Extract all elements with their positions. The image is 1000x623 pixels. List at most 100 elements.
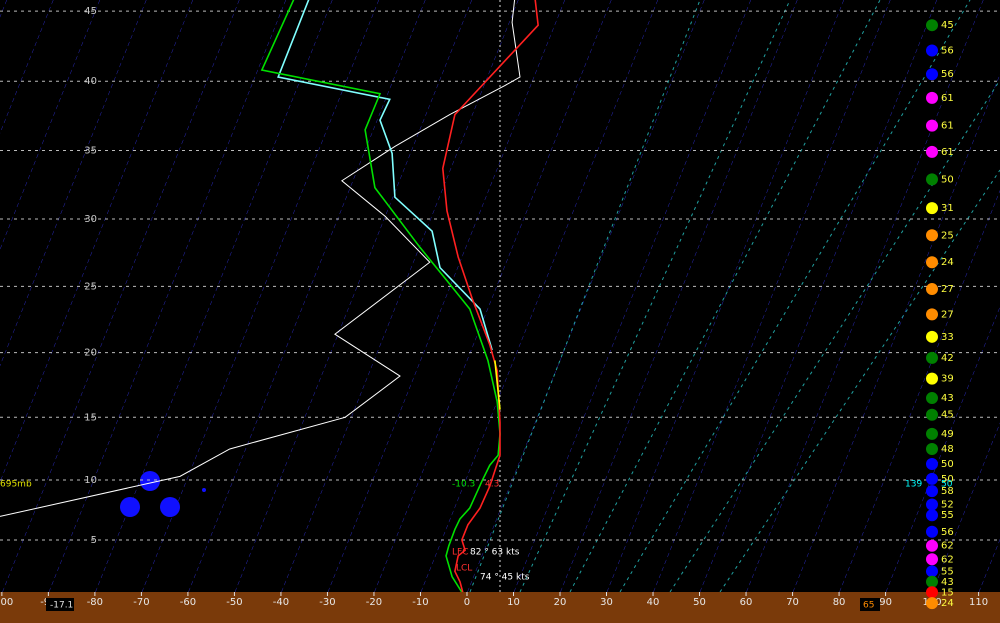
marker: [160, 497, 180, 517]
marker: [202, 488, 206, 492]
wind-dot: [926, 44, 938, 57]
wind-speed: 61: [941, 93, 954, 104]
x-tick-label: 40: [647, 597, 660, 608]
annotation: LFC: [452, 548, 468, 558]
wind-dot: [926, 539, 938, 552]
wind-speed: 49: [941, 429, 954, 440]
wind-dot: [926, 308, 938, 321]
wind-dot: [926, 553, 938, 566]
annotation: 50: [941, 480, 953, 490]
marker: [140, 471, 160, 491]
wind-dot: [926, 525, 938, 538]
x-tick-label: 30: [600, 597, 613, 608]
wind-speed: 52: [941, 499, 954, 510]
annotation: 65: [863, 601, 874, 611]
wind-dot: [926, 19, 938, 32]
wind-speed: 55: [941, 510, 954, 521]
wind-dot: [926, 597, 938, 610]
wind-speed: 24: [941, 257, 954, 268]
y-tick-label: 15: [84, 412, 97, 423]
x-tick-label: 0: [464, 597, 470, 608]
wind-speed: 42: [941, 353, 954, 364]
wind-speed: 56: [941, 45, 954, 56]
wind-dot: [926, 472, 938, 485]
wind-dot: [926, 145, 938, 158]
wind-dot: [926, 229, 938, 242]
profile-line: [277, 0, 493, 351]
annotation: 139: [905, 480, 922, 490]
profile-line: [441, 0, 539, 593]
wind-dot: [926, 442, 938, 455]
wind-speed: 50: [941, 459, 954, 470]
wind-speed: 27: [941, 284, 954, 295]
x-tick-label: -30: [319, 597, 335, 608]
wind-speed: 61: [941, 121, 954, 132]
wind-dot: [926, 202, 938, 215]
x-tick-label: 10: [507, 597, 520, 608]
plot: 5 10 15 20 25 30 35 40 45: [0, 0, 1000, 593]
wind-speed: 27: [941, 309, 954, 320]
wind-speed: 50: [941, 174, 954, 185]
y-tick-label: 45: [84, 6, 97, 17]
y-tick-label: 30: [84, 214, 97, 225]
profile-line: [494, 360, 501, 410]
x-tick-label: -10: [412, 597, 428, 608]
x-tick-label: 110: [969, 597, 988, 608]
wind-dot: [926, 586, 938, 599]
x-tick-label: -50: [226, 597, 242, 608]
x-tick-label: 50: [693, 597, 706, 608]
y-tick-label: 20: [84, 348, 97, 359]
wind-speed: 56: [941, 69, 954, 80]
wind-speed: 56: [941, 527, 954, 538]
x-tick-label: 20: [554, 597, 567, 608]
wind-dot: [926, 283, 938, 296]
y-tick-label: 25: [84, 281, 97, 292]
wind-speed: 33: [941, 332, 954, 343]
x-tick-label: 80: [833, 597, 846, 608]
marker: [120, 497, 140, 517]
wind-speed: 61: [941, 147, 954, 158]
y-tick-label: 35: [84, 146, 97, 157]
x-tick-label: -60: [180, 597, 196, 608]
wind-dot: [926, 330, 938, 343]
x-tick-label: -20: [366, 597, 382, 608]
x-tick-label: -70: [133, 597, 149, 608]
x-tick-label: 60: [740, 597, 753, 608]
wind-speed: 31: [941, 203, 954, 214]
wind-dot: [926, 565, 938, 578]
wind-speed: 62: [941, 541, 954, 552]
x-tick-label: 90: [879, 597, 892, 608]
wind-speed: 45: [941, 410, 954, 421]
wind-speed: 58: [941, 486, 954, 497]
wind-dot: [926, 457, 938, 470]
annotation: 4.3: [485, 480, 499, 490]
wind-speed: 62: [941, 554, 954, 565]
axis-bar: [0, 592, 1000, 623]
wind-speed: 24: [941, 598, 954, 609]
wind-speed: 50: [941, 474, 954, 485]
wind-dot: [926, 509, 938, 522]
wind-dot: [926, 408, 938, 421]
wind-dot: [926, 173, 938, 186]
wind-dot: [926, 392, 938, 405]
annotation: -10.3: [452, 480, 475, 490]
wind-speed: 43: [941, 393, 954, 404]
wind-dot: [926, 68, 938, 81]
wind-dot: [926, 119, 938, 132]
label-box: [46, 598, 74, 611]
profile-line: [0, 0, 521, 517]
annotation: 82 ° 63 kts: [470, 548, 520, 558]
wind-dot: [926, 575, 938, 588]
wind-speed: 15: [941, 587, 954, 598]
x-tick-label: -100: [0, 597, 13, 608]
wind-dot: [926, 351, 938, 364]
annotation: 695mb: [0, 480, 32, 490]
wind-dot: [926, 91, 938, 104]
x-tick-label: -80: [87, 597, 103, 608]
wind-speed: 39: [941, 374, 954, 385]
label-box: [860, 598, 880, 611]
x-tick-label: -40: [273, 597, 289, 608]
adiabats: [469, 0, 1000, 593]
